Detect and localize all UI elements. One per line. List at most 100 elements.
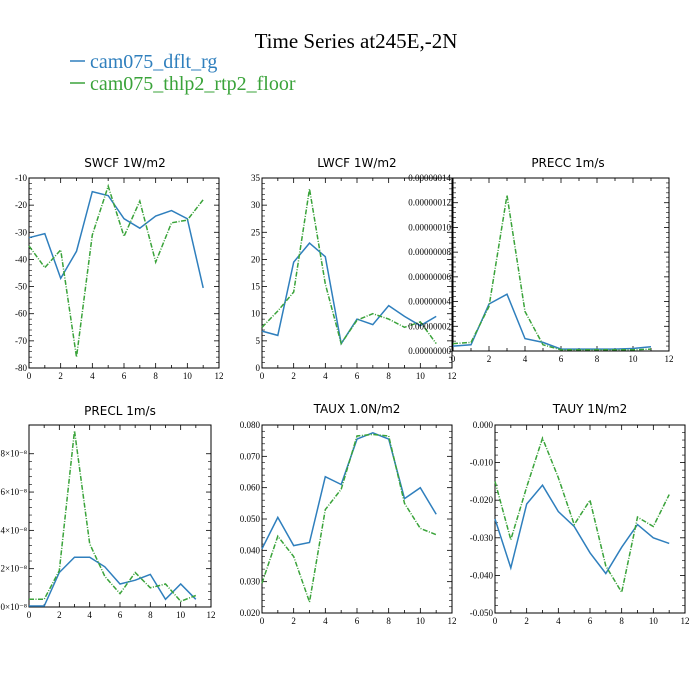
panel-precl: PRECL 1m/s 0 2 4 6 8 10 12 0×10⁻⁸ 2×10⁻⁸ 4×10⁻⁸ 6×…	[1, 404, 216, 620]
y-tick-label: 4×10⁻⁸	[1, 525, 27, 535]
y-tick-label: 0	[256, 363, 261, 373]
x-tick-label: 6	[118, 610, 123, 620]
x-tick-label: 6	[122, 371, 127, 381]
y-tick-label: 0.080	[240, 420, 261, 430]
panel-tauy: TAUY 1N/m2 0 2 4 6 8 10 12 0.000 -0.010 -0.020 -0.…	[470, 402, 690, 626]
plot-frame	[261, 424, 453, 614]
panel-title: SWCF 1W/m2	[84, 156, 165, 170]
panel-title: PRECL 1m/s	[84, 404, 156, 418]
x-tick-label: 4	[87, 610, 92, 620]
y-tick-label: -60	[15, 309, 27, 319]
series-line	[261, 431, 437, 550]
y-tick-label: 35	[251, 173, 261, 183]
x-tick-label: 6	[559, 354, 564, 364]
x-tick-label: 12	[681, 616, 690, 626]
x-tick-label: 8	[595, 354, 600, 364]
figure-title: Time Series at245E,-2N	[255, 29, 458, 53]
x-tick-label: 6	[588, 616, 593, 626]
legend-label-floor: cam075_thlp2_rtp2_floor	[90, 73, 296, 95]
x-tick-label: 2	[58, 371, 63, 381]
x-tick-label: 0	[27, 610, 32, 620]
y-tick-label: 0.050	[240, 514, 261, 524]
plot-frame	[452, 177, 670, 352]
y-tick-label: -30	[15, 227, 27, 237]
x-tick-label: 4	[523, 354, 528, 364]
x-tick-label: 12	[207, 610, 216, 620]
x-tick-label: 0	[493, 616, 498, 626]
y-tick-label: 0.00000002	[408, 321, 451, 331]
y-tick-label: -70	[15, 336, 27, 346]
panel-title: PRECC 1m/s	[531, 156, 604, 170]
plot-frame	[28, 177, 220, 369]
y-tick-label: -80	[15, 363, 27, 373]
y-tick-label: 10	[251, 309, 261, 319]
x-tick-label: 4	[323, 616, 328, 626]
x-tick-label: 0	[260, 616, 265, 626]
y-tick-label: -0.050	[470, 608, 494, 618]
x-tick-label: 2	[524, 616, 529, 626]
y-tick-label: 15	[251, 282, 261, 292]
x-tick-label: 10	[629, 354, 639, 364]
y-tick-label: -0.010	[470, 458, 494, 468]
y-tick-label: 0.00000004	[408, 297, 451, 307]
legend: cam075_dflt_rg cam075_thlp2_rtp2_floor	[70, 51, 296, 95]
series-line	[494, 483, 670, 575]
x-tick-label: 2	[57, 610, 62, 620]
y-tick-label: 0.00000012	[408, 198, 451, 208]
x-tick-label: 2	[487, 354, 492, 364]
y-tick-label: 2×10⁻⁸	[1, 564, 27, 574]
y-tick-label: 8×10⁻⁸	[1, 449, 27, 459]
x-tick-label: 10	[183, 371, 193, 381]
y-tick-label: 0×10⁻⁸	[1, 602, 27, 612]
y-tick-label: -0.030	[470, 533, 494, 543]
series-line	[452, 195, 652, 351]
panel-title: TAUX 1.0N/m2	[313, 402, 401, 416]
panel-title: LWCF 1W/m2	[317, 156, 396, 170]
series-line	[494, 435, 670, 595]
y-tick-label: 0.00000008	[408, 247, 451, 257]
y-tick-label: 0.020	[240, 608, 261, 618]
x-tick-label: 4	[90, 371, 95, 381]
x-tick-label: 2	[291, 371, 296, 381]
series-line	[28, 190, 204, 289]
x-tick-label: 0	[451, 354, 456, 364]
series-line	[261, 188, 437, 346]
y-tick-label: 0.000	[473, 420, 494, 430]
y-tick-label: 30	[251, 200, 261, 210]
x-tick-label: 8	[153, 371, 158, 381]
series-line	[28, 183, 204, 358]
x-tick-label: 4	[323, 371, 328, 381]
y-tick-label: -40	[15, 254, 27, 264]
series-line	[29, 556, 197, 607]
y-tick-label: -50	[15, 282, 27, 292]
y-tick-label: -0.040	[470, 570, 494, 580]
x-tick-label: 12	[448, 371, 457, 381]
y-tick-label: 0.00000006	[408, 272, 451, 282]
x-tick-label: 12	[448, 616, 457, 626]
x-tick-label: 0	[260, 371, 265, 381]
y-tick-label: 0.070	[240, 451, 261, 461]
x-tick-label: 6	[355, 371, 360, 381]
panel-swcf: SWCF 1W/m2 0 2 4 6 8 10 12 -10 -20 -30 -40 -50 -60 -7…	[15, 156, 224, 381]
panel-lwcf: LWCF 1W/m2 0 2 4 6 8 10 12 0 5 10 15 20 25 30 35	[251, 156, 457, 381]
y-tick-label: 5	[256, 336, 261, 346]
y-tick-label: 0.00000000	[408, 346, 451, 356]
x-tick-label: 8	[386, 371, 391, 381]
x-tick-label: 8	[619, 616, 624, 626]
y-tick-label: 0.00000014	[408, 173, 451, 183]
x-tick-label: 0	[27, 371, 32, 381]
panel-precc: PRECC 1m/s 0 2 4 6 8 10 12 0.00000000 0.00000002…	[408, 156, 673, 364]
y-tick-label: -10	[15, 173, 27, 183]
y-tick-label: 0.040	[240, 545, 261, 555]
x-tick-label: 10	[649, 616, 659, 626]
x-tick-label: 10	[176, 610, 186, 620]
y-tick-label: 0.030	[240, 577, 261, 587]
series-line	[261, 433, 437, 603]
y-tick-label: 0.00000010	[408, 222, 451, 232]
x-tick-label: 8	[386, 616, 391, 626]
y-tick-label: 0.060	[240, 483, 261, 493]
y-tick-label: 25	[251, 227, 261, 237]
x-tick-label: 8	[148, 610, 153, 620]
x-tick-label: 4	[556, 616, 561, 626]
